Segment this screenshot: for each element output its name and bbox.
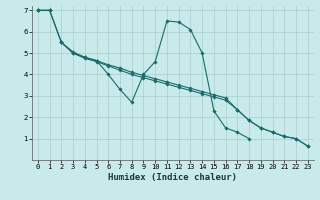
X-axis label: Humidex (Indice chaleur): Humidex (Indice chaleur) bbox=[108, 173, 237, 182]
